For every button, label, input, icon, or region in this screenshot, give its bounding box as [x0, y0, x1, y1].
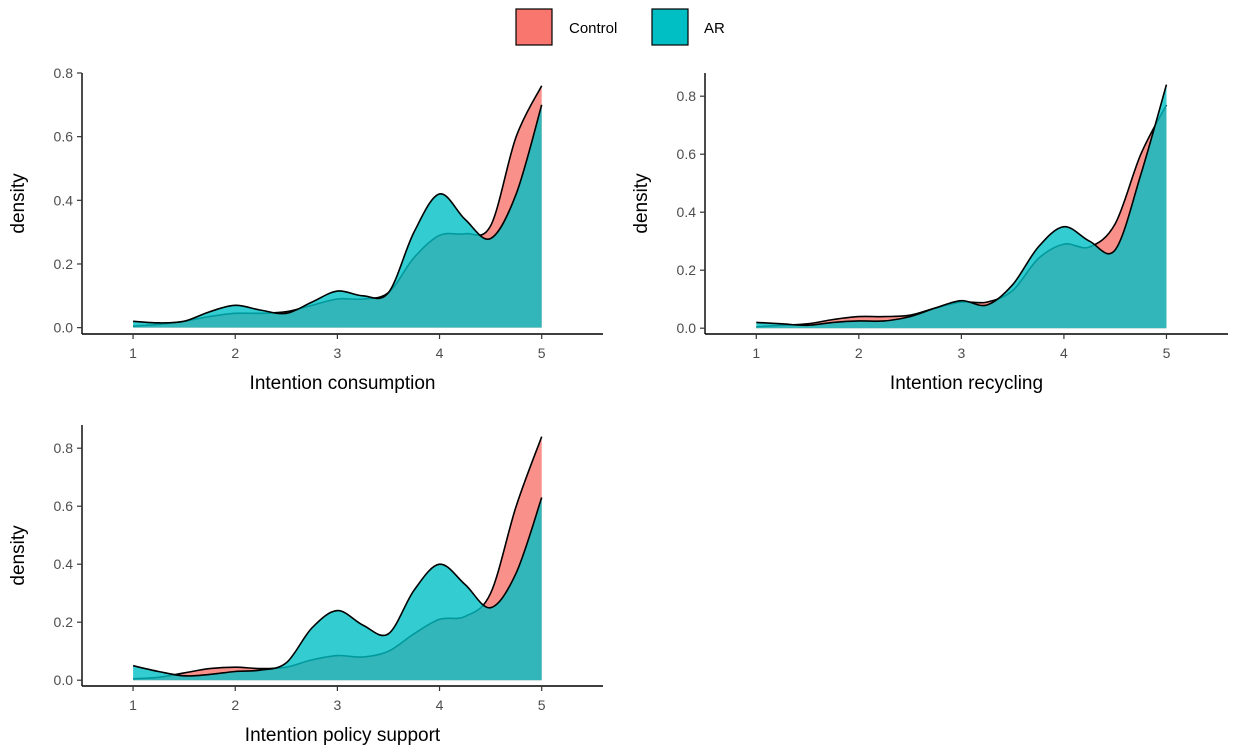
y-tick-label: 0.2 — [677, 262, 697, 278]
y-tick-label: 0.4 — [677, 204, 697, 220]
x-axis-title: Intention recycling — [890, 373, 1043, 394]
legend-key-ar — [651, 8, 689, 46]
y-axis-title: density — [8, 525, 29, 586]
x-tick-label: 1 — [129, 345, 137, 361]
x-tick-label: 3 — [333, 697, 341, 713]
x-tick-label: 5 — [538, 345, 546, 361]
x-tick-label: 1 — [129, 697, 137, 713]
x-tick-label: 3 — [333, 345, 341, 361]
y-tick-label: 0.6 — [677, 146, 697, 162]
y-tick-label: 0.4 — [54, 556, 74, 572]
y-tick-label: 0.2 — [54, 614, 74, 630]
y-tick-label: 0.0 — [54, 320, 74, 336]
x-tick-label: 2 — [855, 345, 863, 361]
y-tick-label: 0.8 — [677, 88, 697, 104]
panel-1: 0.0 0.2 0.4 0.6 0.8 1 2 3 4 5 Intention consumptio… — [8, 65, 603, 394]
x-tick-label: 4 — [436, 345, 444, 361]
x-tick-label: 2 — [231, 697, 239, 713]
y-tick-label: 0.6 — [54, 498, 74, 514]
x-axis-title: Intention consumption — [250, 373, 436, 394]
panel-2: 0.0 0.2 0.4 0.6 0.8 1 2 3 4 5 Intention recycling d… — [631, 73, 1228, 394]
x-axis-title: Intention policy support — [245, 725, 441, 746]
y-tick-label: 0.0 — [54, 672, 74, 688]
x-tick-label: 4 — [1060, 345, 1068, 361]
x-tick-label: 4 — [436, 697, 444, 713]
density-area-ar — [133, 104, 542, 328]
x-tick-label: 5 — [538, 697, 546, 713]
x-tick-label: 5 — [1163, 345, 1171, 361]
y-tick-label: 0.4 — [54, 192, 74, 208]
panel-3: 0.0 0.2 0.4 0.6 0.8 1 2 3 4 5 Intention policy sup… — [8, 425, 603, 746]
y-tick-label: 0.6 — [54, 129, 74, 145]
x-tick-label: 3 — [957, 345, 965, 361]
density-line-ar — [132, 497, 543, 677]
legend-key-control — [515, 8, 553, 46]
x-tick-label: 1 — [752, 345, 760, 361]
y-tick-label: 0.8 — [54, 65, 74, 81]
y-tick-label: 0.2 — [54, 256, 74, 272]
legend: Control AR — [515, 8, 725, 46]
legend-label-control: Control — [569, 20, 617, 37]
legend-label-ar: AR — [704, 20, 725, 37]
x-tick-label: 2 — [231, 345, 239, 361]
panels: 0.0 0.2 0.4 0.6 0.8 1 2 3 4 5 Intention consumptio… — [8, 65, 1228, 746]
density-area-ar — [756, 84, 1167, 329]
density-line-ar — [133, 104, 543, 324]
y-axis-title: density — [8, 173, 29, 234]
y-tick-label: 0.0 — [677, 320, 697, 336]
density-area-ar — [133, 497, 542, 681]
density-line-ar — [756, 84, 1168, 327]
y-axis-title: density — [631, 173, 652, 234]
y-tick-label: 0.8 — [54, 440, 74, 456]
